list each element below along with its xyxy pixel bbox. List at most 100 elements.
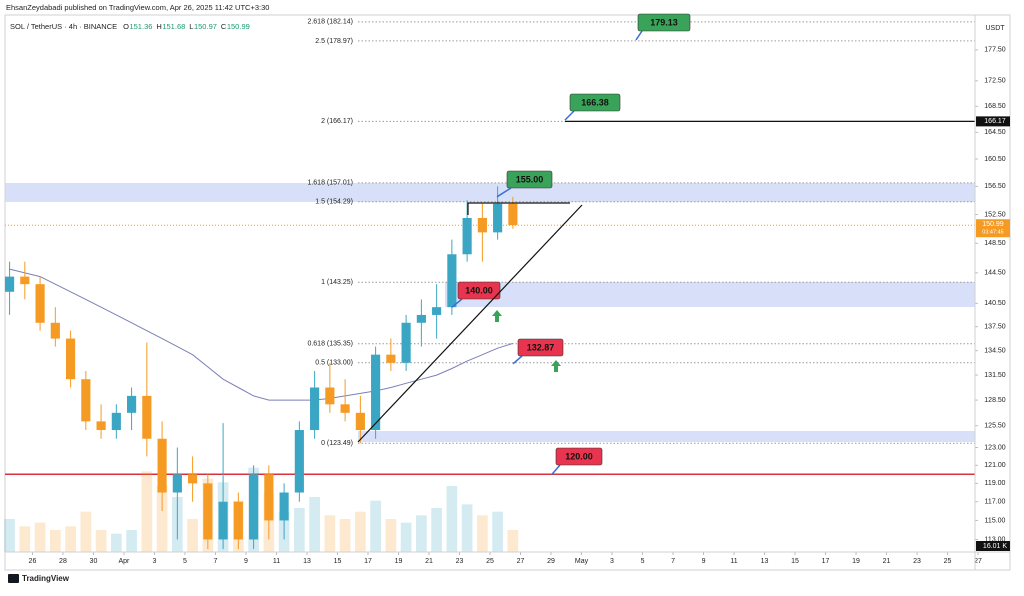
candle-body: [188, 474, 198, 484]
candle-body: [35, 284, 45, 323]
x-tick-label: 9: [702, 558, 706, 565]
x-tick-label: 9: [244, 558, 248, 565]
x-tick-label: 13: [303, 558, 311, 565]
y-tick-label: 160.50: [984, 156, 1006, 163]
candle-body: [477, 218, 487, 233]
y-tick-label: 164.50: [984, 129, 1006, 136]
callout-box: [457, 281, 501, 300]
volume-bar: [80, 511, 92, 552]
x-tick-label: 3: [153, 558, 157, 565]
zone: [358, 431, 975, 442]
y-tick-label: 137.50: [984, 324, 1006, 331]
y-tick-label: 115.00: [985, 517, 1006, 524]
volume-bar: [416, 515, 427, 552]
callout-label: 132.87: [527, 342, 555, 352]
brand: TradingView: [22, 574, 70, 583]
volume-bar: [65, 526, 76, 552]
x-tick-label: 27: [974, 558, 982, 565]
y-tick-label: 131.50: [984, 372, 1006, 379]
y-tick-label: 172.50: [984, 78, 1006, 85]
logo: [8, 574, 19, 583]
y-tick-label: 140.50: [984, 300, 1006, 307]
x-tick-label: 17: [364, 558, 372, 565]
callout-pointer: [451, 298, 463, 308]
candle-body: [127, 395, 137, 413]
volume-bar: [126, 530, 137, 552]
volume-bar: [339, 519, 351, 552]
y-tick-label: 117.00: [985, 499, 1006, 506]
candle-body: [111, 412, 121, 431]
up-arrow: [551, 360, 561, 372]
x-tick-label: 11: [273, 558, 280, 565]
volume-bar: [294, 508, 305, 552]
fib-label: 0 (123.49): [321, 440, 353, 447]
range-line: [467, 202, 570, 215]
candle-body: [203, 483, 213, 540]
x-tick-label: 15: [334, 558, 342, 565]
callout-label: 140.00: [465, 285, 493, 295]
candle-body: [264, 474, 274, 521]
candle-body: [233, 501, 243, 540]
volume-bar: [156, 486, 168, 552]
candle-body: [5, 276, 15, 292]
y-tick-label: 123.00: [984, 444, 1006, 451]
x-tick-label: 7: [214, 558, 218, 565]
x-tick-label: 23: [913, 558, 921, 565]
callout-label: 179.13: [650, 17, 678, 27]
zone: [5, 183, 975, 202]
fib-label: 0.5 (133.00): [315, 360, 353, 367]
volume-bar: [355, 511, 366, 552]
countdown: 03:47:45: [982, 230, 1003, 236]
currency: USDT: [985, 25, 1005, 32]
volume-bar: [110, 533, 122, 552]
volume-bar: [49, 530, 61, 552]
volume-bar: [95, 530, 107, 552]
candle-body: [462, 218, 472, 255]
candle-body: [218, 501, 228, 540]
fib-label: 2.5 (178.97): [315, 38, 353, 45]
candle-body: [493, 203, 503, 233]
x-tick-label: 23: [456, 558, 464, 565]
publisher: EhsanZeydabadi published on TradingView.…: [6, 3, 269, 12]
ohlc-key: C: [221, 22, 227, 31]
y-tick-label: 177.50: [984, 47, 1006, 54]
callout-box: [569, 93, 621, 112]
candle-body: [50, 322, 60, 339]
candle-body: [371, 354, 381, 431]
candle-body: [508, 203, 518, 226]
x-tick-label: 30: [90, 558, 98, 565]
y-tick-label: 121.00: [984, 462, 1006, 469]
x-tick-label: 19: [395, 558, 403, 565]
volume-bar: [446, 486, 458, 552]
x-tick-label: 21: [883, 558, 891, 565]
ohlc-key: H: [156, 22, 161, 31]
price-tag: [976, 219, 1010, 238]
candle-body: [386, 354, 396, 363]
callout-box: [555, 447, 603, 466]
candle-body: [172, 474, 182, 493]
x-tick-label: 25: [486, 558, 494, 565]
callout-pointer: [564, 110, 575, 121]
x-tick-label: 11: [730, 558, 737, 565]
x-tick-label: May: [575, 558, 589, 565]
symbol: SOL / TetherUS · 4h · BINANCE: [10, 22, 117, 31]
candle-body: [20, 276, 30, 285]
fib-label: 2.618 (182.14): [307, 19, 353, 26]
alert-price: 166.17: [984, 118, 1006, 125]
fib-label: 1.5 (154.29): [315, 199, 353, 206]
callout-pointer: [512, 355, 523, 365]
volume-bar: [309, 497, 320, 552]
candle-body: [432, 307, 442, 315]
y-tick-label: 156.50: [984, 183, 1006, 190]
volume-bar: [187, 519, 198, 552]
volume-tag: [976, 541, 1010, 551]
x-tick-label: 5: [183, 558, 187, 565]
candle-body: [401, 322, 411, 363]
fib-label: 1.618 (157.01): [307, 180, 353, 187]
callout-pointer: [635, 30, 643, 41]
y-tick-label: 119.00: [985, 480, 1006, 487]
volume-bar: [507, 530, 519, 552]
candle-body: [325, 387, 335, 405]
ohlc-value: 150.99: [227, 22, 250, 31]
